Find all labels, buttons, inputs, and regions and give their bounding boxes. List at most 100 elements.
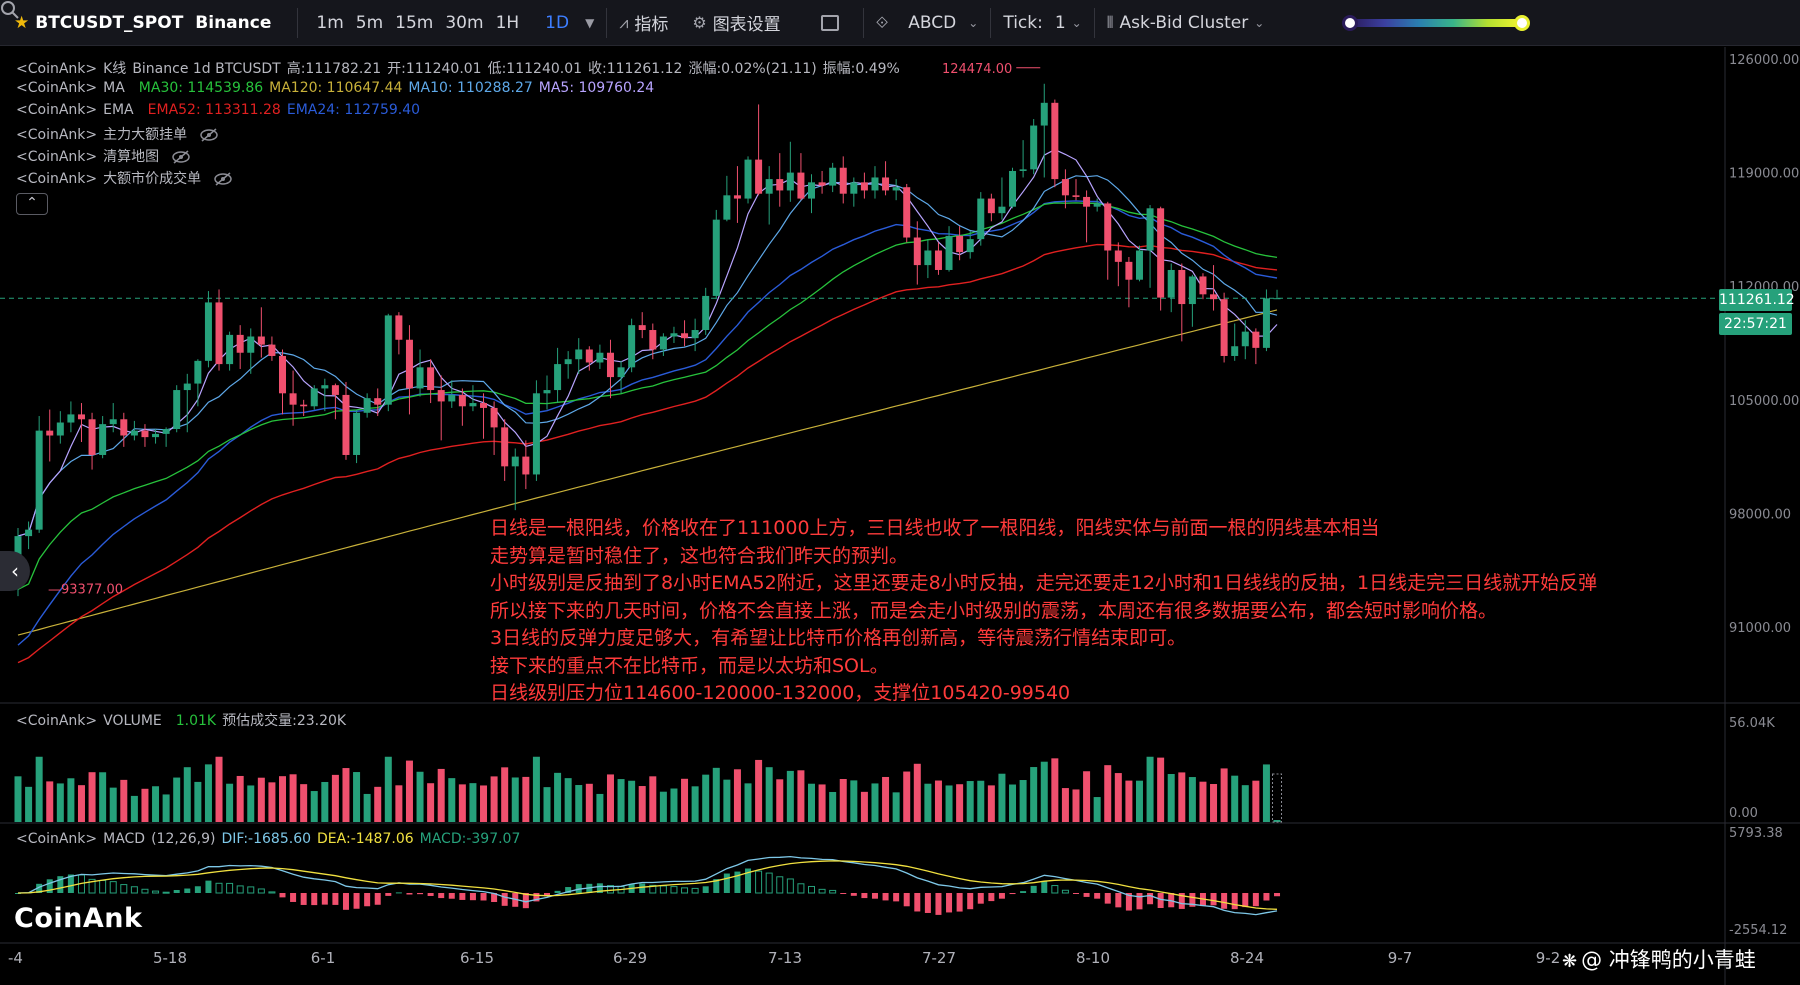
cluster-dropdown[interactable]: ⫴ Ask-Bid Cluster ⌄ — [1107, 0, 1265, 46]
interval-30m[interactable]: 30m — [445, 12, 484, 33]
abcd-dropdown[interactable]: ABCD ⌄ — [908, 0, 978, 46]
candle[interactable] — [1051, 99, 1059, 188]
candle[interactable] — [109, 403, 117, 433]
candle[interactable] — [786, 141, 794, 202]
candle[interactable] — [934, 242, 942, 275]
candle[interactable] — [596, 344, 604, 369]
candle[interactable] — [649, 323, 657, 360]
candle[interactable] — [215, 289, 223, 371]
candle[interactable] — [173, 385, 181, 433]
candle[interactable] — [924, 239, 932, 279]
candle[interactable] — [1040, 83, 1048, 178]
candle[interactable] — [628, 318, 636, 373]
candle[interactable] — [903, 183, 911, 243]
interval-5m[interactable]: 5m — [355, 12, 384, 33]
candle[interactable] — [162, 427, 170, 447]
candle[interactable] — [1231, 323, 1239, 361]
candle[interactable] — [1199, 273, 1207, 300]
candle[interactable] — [353, 409, 361, 464]
candle[interactable] — [56, 411, 64, 444]
candle[interactable] — [543, 375, 551, 410]
candle[interactable] — [1188, 274, 1196, 327]
eye-slash-icon[interactable] — [171, 150, 191, 164]
candle[interactable] — [141, 424, 149, 447]
candle[interactable] — [1019, 140, 1027, 178]
candle[interactable] — [998, 177, 1006, 220]
candle[interactable] — [458, 388, 466, 426]
candle[interactable] — [469, 385, 477, 412]
collapse-legend-button[interactable]: ⌃ — [16, 193, 48, 215]
tick-dropdown[interactable]: Tick: 1 ⌄ — [1003, 0, 1081, 46]
candle[interactable] — [797, 153, 805, 201]
candle[interactable] — [966, 231, 974, 259]
candle[interactable] — [1220, 292, 1228, 363]
eye-slash-icon[interactable] — [213, 172, 233, 186]
candle[interactable] — [374, 388, 382, 417]
candle[interactable] — [1125, 256, 1133, 308]
interval-1m[interactable]: 1m — [316, 12, 344, 33]
candle[interactable] — [384, 313, 392, 412]
candle[interactable] — [480, 393, 488, 439]
candle[interactable] — [88, 412, 96, 470]
candle[interactable] — [511, 448, 519, 511]
candle[interactable] — [956, 226, 964, 261]
candle[interactable] — [1157, 206, 1165, 311]
candle[interactable] — [712, 209, 720, 300]
candle[interactable] — [1030, 119, 1038, 175]
candle[interactable] — [776, 153, 784, 207]
candle[interactable] — [585, 346, 593, 371]
candle[interactable] — [501, 419, 509, 481]
candle[interactable] — [1241, 320, 1249, 360]
interval-1d[interactable]: 1D — [545, 12, 570, 33]
candle[interactable] — [882, 161, 890, 196]
candle[interactable] — [25, 521, 33, 550]
candle[interactable] — [681, 320, 689, 347]
candle[interactable] — [575, 338, 583, 374]
candle[interactable] — [77, 403, 85, 442]
candle[interactable] — [257, 307, 265, 358]
candle[interactable] — [913, 221, 921, 285]
candle[interactable] — [247, 328, 255, 374]
candle[interactable] — [808, 174, 815, 214]
candle[interactable] — [1061, 169, 1069, 209]
candle[interactable] — [1104, 201, 1112, 280]
candle[interactable] — [427, 359, 435, 404]
candle[interactable] — [871, 166, 879, 199]
drawing-tool-button[interactable]: ⟐ — [876, 0, 895, 46]
candle[interactable] — [1252, 328, 1260, 365]
candle[interactable] — [638, 312, 646, 339]
candle[interactable] — [152, 429, 160, 444]
exchange-name[interactable]: Binance — [195, 12, 272, 33]
candle[interactable] — [691, 318, 699, 352]
eye-slash-icon[interactable] — [199, 128, 219, 142]
candle[interactable] — [194, 359, 202, 407]
candle[interactable] — [236, 325, 244, 369]
candle[interactable] — [987, 193, 995, 222]
candle[interactable] — [300, 399, 308, 417]
chart-area[interactable]: 126000.00 119000.00 112000.00 105000.00 9800… — [0, 47, 1800, 985]
candle[interactable] — [1167, 263, 1175, 313]
interval-dropdown-chevron-icon[interactable]: ▼ — [585, 15, 595, 30]
candle[interactable] — [405, 325, 413, 415]
candle[interactable] — [554, 347, 562, 404]
candle[interactable] — [448, 380, 456, 408]
candle[interactable] — [120, 412, 128, 447]
fullscreen-toggle[interactable] — [820, 0, 839, 46]
candle[interactable] — [268, 336, 276, 361]
symbol-name[interactable]: BTCUSDT_SPOT — [35, 12, 184, 33]
candle[interactable] — [395, 312, 403, 355]
candle[interactable] — [755, 104, 763, 196]
candle[interactable] — [1210, 265, 1218, 311]
candle[interactable] — [1083, 190, 1091, 243]
candle[interactable] — [130, 420, 138, 441]
interval-15m[interactable]: 15m — [395, 12, 434, 33]
candle[interactable] — [765, 166, 773, 225]
candle[interactable] — [204, 291, 212, 368]
candle[interactable] — [532, 380, 540, 481]
chart-settings-button[interactable]: ⚙ 图表设置 — [692, 0, 780, 46]
candle[interactable] — [1273, 289, 1281, 300]
candle[interactable] — [670, 326, 678, 343]
candle[interactable] — [702, 287, 710, 335]
candle[interactable] — [342, 381, 350, 460]
candle[interactable] — [1072, 179, 1080, 201]
